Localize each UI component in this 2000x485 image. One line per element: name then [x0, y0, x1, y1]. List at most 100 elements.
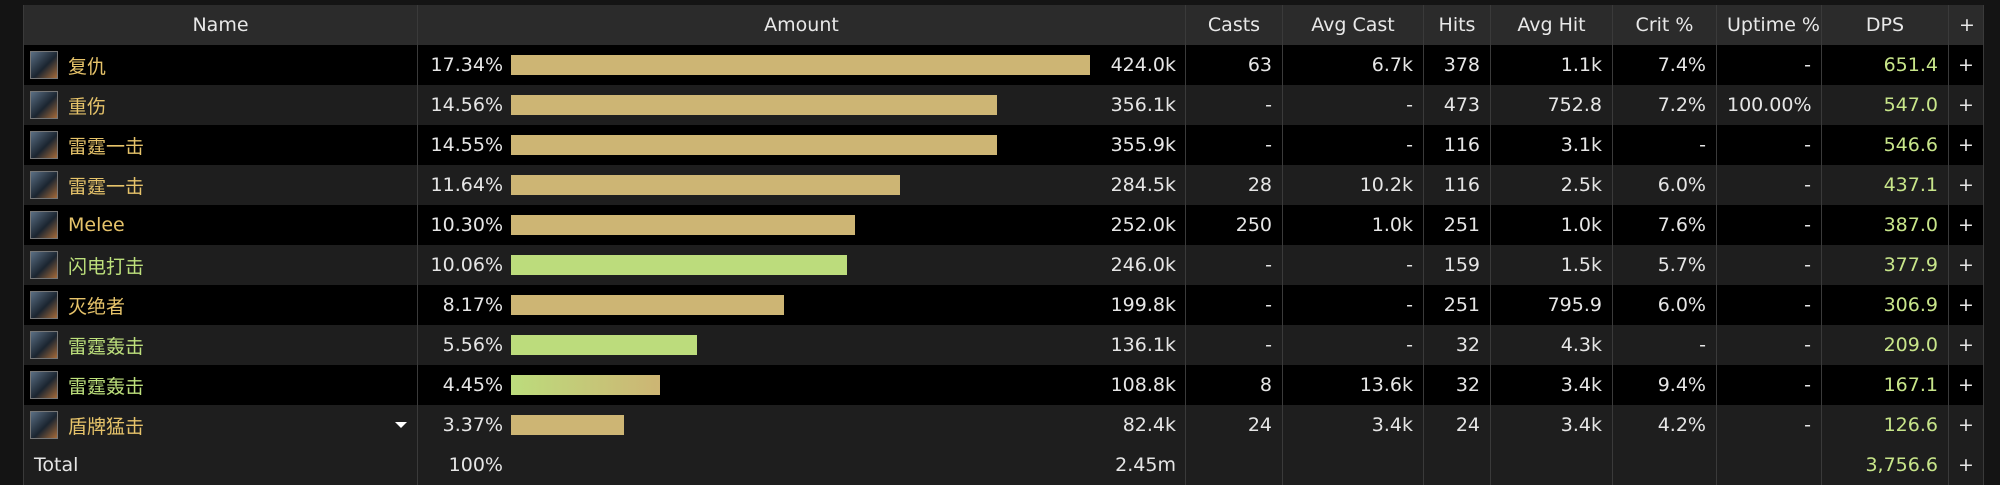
amount-bar — [511, 215, 856, 235]
dps-cell: 209.0 — [1821, 325, 1949, 365]
spell-icon — [30, 411, 58, 439]
crit-cell: 7.2% — [1612, 85, 1717, 125]
amount-value: 355.9k — [1110, 134, 1176, 156]
hits-cell: 251 — [1423, 285, 1491, 325]
spell-row[interactable]: 雷霆一击 14.55% 355.9k - -116 3.1k - -546.6 + — [23, 125, 1984, 165]
add-button[interactable]: + — [1948, 285, 1984, 325]
avg-cast-cell: - — [1282, 245, 1424, 285]
dps-cell: 377.9 — [1821, 245, 1949, 285]
name-cell: 复仇 — [23, 45, 418, 85]
amount-bar — [511, 175, 900, 195]
add-button[interactable]: + — [1948, 205, 1984, 245]
spell-icon — [30, 291, 58, 319]
dps-cell: 167.1 — [1821, 365, 1949, 405]
avg-hit-cell: 1.0k — [1490, 205, 1613, 245]
spell-table-panel: Name Amount Casts Avg Cast Hits Avg Hit Crit %… — [23, 5, 1984, 485]
empty-cell — [1282, 445, 1424, 485]
spell-name: 盾牌猛击 — [68, 415, 145, 438]
add-button[interactable]: + — [1948, 245, 1984, 285]
crit-cell: 9.4% — [1612, 365, 1717, 405]
name-cell: 重伤 — [23, 85, 418, 125]
column-header[interactable]: Crit % — [1612, 5, 1717, 45]
amount-value: 199.8k — [1110, 294, 1176, 316]
amount-value: 252.0k — [1110, 214, 1176, 236]
spell-row[interactable]: 盾牌猛击 3.37% 82.4k 24 3.4k 24 3.4k 4.2% -126.6 + — [23, 405, 1984, 445]
spell-row[interactable]: Melee 10.30% 252.0k 250 1.0k 251 1.0k 7.6% -387.… — [23, 205, 1984, 245]
casts-cell: - — [1185, 325, 1283, 365]
header-row: Name Amount Casts Avg Cast Hits Avg Hit Crit %… — [23, 5, 1984, 45]
amount-value: 2.45m — [1115, 454, 1176, 476]
amount-cell: 10.30% 252.0k — [417, 205, 1186, 245]
hits-cell: 251 — [1423, 205, 1491, 245]
percent: 14.55% — [430, 134, 503, 156]
hits-cell: 32 — [1423, 365, 1491, 405]
uptime-cell: - — [1716, 205, 1822, 245]
crit-cell: 4.2% — [1612, 405, 1717, 445]
amount-cell: 10.06% 246.0k — [417, 245, 1186, 285]
spell-row[interactable]: 灭绝者 8.17% 199.8k - -251 795.9 6.0% -306.9 + — [23, 285, 1984, 325]
dps-cell: 651.4 — [1821, 45, 1949, 85]
avg-hit-cell: 1.1k — [1490, 45, 1613, 85]
dps-cell: 126.6 — [1821, 405, 1949, 445]
amount-value: 82.4k — [1122, 414, 1176, 436]
add-button[interactable]: + — [1948, 405, 1984, 445]
add-button[interactable]: + — [1948, 85, 1984, 125]
hits-cell: 24 — [1423, 405, 1491, 445]
spell-row[interactable]: 雷霆轰击 4.45% 108.8k 8 13.6k 32 3.4k 9.4% -167.1 + — [23, 365, 1984, 405]
column-header[interactable]: Uptime % — [1716, 5, 1822, 45]
spell-row[interactable]: 雷霆一击 11.64% 284.5k 28 10.2k 116 2.5k 6.0% -437.1… — [23, 165, 1984, 205]
column-header[interactable]: Avg Cast — [1282, 5, 1424, 45]
uptime-cell: - — [1716, 365, 1822, 405]
hits-cell: 116 — [1423, 165, 1491, 205]
spell-row[interactable]: 雷霆轰击 5.56% 136.1k - -32 4.3k - -209.0 + — [23, 325, 1984, 365]
amount-bar — [511, 95, 998, 115]
crit-cell: 5.7% — [1612, 245, 1717, 285]
percent: 100% — [448, 454, 503, 476]
amount-value: 424.0k — [1110, 54, 1176, 76]
amount-cell: 14.55% 355.9k — [417, 125, 1186, 165]
spell-icon — [30, 51, 58, 79]
amount-cell: 17.34% 424.0k — [417, 45, 1186, 85]
spell-row[interactable]: 复仇 17.34% 424.0k 63 6.7k 378 1.1k 7.4% -651.4 + — [23, 45, 1984, 85]
casts-cell: 24 — [1185, 405, 1283, 445]
add-button[interactable]: + — [1948, 365, 1984, 405]
empty-cell — [1185, 445, 1283, 485]
column-header[interactable]: Casts — [1185, 5, 1283, 45]
add-button[interactable]: + — [1948, 125, 1984, 165]
amount-bar — [511, 375, 660, 395]
add-button[interactable]: + — [1948, 165, 1984, 205]
spell-row[interactable]: 闪电打击 10.06% 246.0k - -159 1.5k 5.7% -377.9 + — [23, 245, 1984, 285]
name-cell: 盾牌猛击 — [23, 405, 418, 445]
spell-name: 闪电打击 — [68, 255, 145, 278]
percent: 5.56% — [442, 334, 503, 356]
spell-icon — [30, 251, 58, 279]
percent: 11.64% — [430, 174, 503, 196]
column-header[interactable]: Amount — [417, 5, 1186, 45]
amount-value: 136.1k — [1110, 334, 1176, 356]
spell-row[interactable]: 重伤 14.56% 356.1k - -473 752.8 7.2% 100.00% 547.0… — [23, 85, 1984, 125]
casts-cell: - — [1185, 245, 1283, 285]
expand-caret[interactable] — [395, 422, 407, 428]
spell-icon — [30, 371, 58, 399]
uptime-cell: - — [1716, 285, 1822, 325]
name-cell: 雷霆轰击 — [23, 325, 418, 365]
avg-cast-cell: 13.6k — [1282, 365, 1424, 405]
column-header[interactable]: Name — [23, 5, 418, 45]
column-header[interactable]: Hits — [1423, 5, 1491, 45]
spell-name: 重伤 — [68, 95, 107, 118]
add-button[interactable]: + — [1948, 325, 1984, 365]
add-button[interactable]: + — [1948, 45, 1984, 85]
column-header[interactable]: Avg Hit — [1490, 5, 1613, 45]
column-header[interactable]: + — [1948, 5, 1984, 45]
amount-value: 246.0k — [1110, 254, 1176, 276]
spell-name: 雷霆轰击 — [68, 335, 145, 358]
amount-cell: 14.56% 356.1k — [417, 85, 1186, 125]
add-button[interactable]: + — [1948, 445, 1984, 485]
column-header[interactable]: DPS — [1821, 5, 1949, 45]
spell-table: Name Amount Casts Avg Cast Hits Avg Hit Crit %… — [23, 5, 1984, 485]
crit-cell: - — [1612, 325, 1717, 365]
crit-cell: 7.6% — [1612, 205, 1717, 245]
amount-bar — [511, 295, 784, 315]
casts-cell: 250 — [1185, 205, 1283, 245]
hits-cell: 159 — [1423, 245, 1491, 285]
